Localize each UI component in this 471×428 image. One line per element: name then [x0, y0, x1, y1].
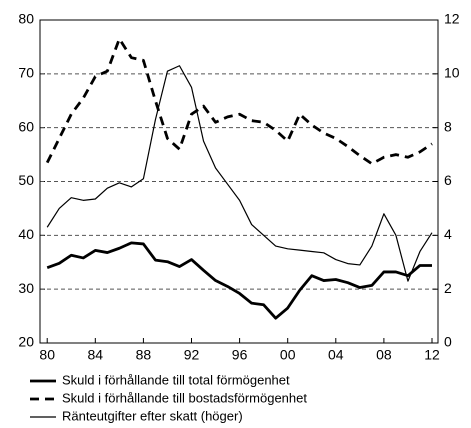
- legend-label: Ränteutgifter efter skatt (höger): [62, 408, 243, 423]
- x-tick-label: 80: [39, 347, 55, 363]
- y2-tick-label: 12: [444, 11, 460, 27]
- x-tick-label: 00: [280, 347, 296, 363]
- series-line: [46, 65, 433, 282]
- y-tick-label: 70: [18, 65, 34, 81]
- series-line: [45, 37, 433, 166]
- y2-tick-label: 10: [444, 65, 460, 81]
- x-tick-label: 92: [184, 347, 200, 363]
- y-tick-label: 50: [18, 172, 34, 188]
- series-line: [46, 241, 432, 320]
- x-tick-label: 12: [424, 347, 440, 363]
- y-tick-label: 30: [18, 280, 34, 296]
- y2-tick-label: 4: [444, 226, 452, 242]
- legend-label: Skuld i förhållande till bostadsförmögen…: [62, 390, 307, 405]
- y-tick-label: 60: [18, 118, 34, 134]
- legend-label: Skuld i förhållande till total förmögenh…: [62, 372, 290, 387]
- y2-tick-label: 2: [444, 280, 452, 296]
- y2-tick-label: 6: [444, 172, 452, 188]
- x-tick-label: 88: [136, 347, 152, 363]
- y-tick-label: 40: [18, 226, 34, 242]
- x-tick-label: 84: [88, 347, 104, 363]
- y-tick-label: 80: [18, 11, 34, 27]
- x-tick-label: 96: [232, 347, 248, 363]
- x-tick-label: 08: [376, 347, 392, 363]
- plot-frame: [39, 19, 439, 344]
- x-tick-label: 04: [328, 347, 344, 363]
- y2-tick-label: 8: [444, 118, 452, 134]
- y-tick-label: 20: [18, 334, 34, 350]
- y2-tick-label: 0: [444, 334, 452, 350]
